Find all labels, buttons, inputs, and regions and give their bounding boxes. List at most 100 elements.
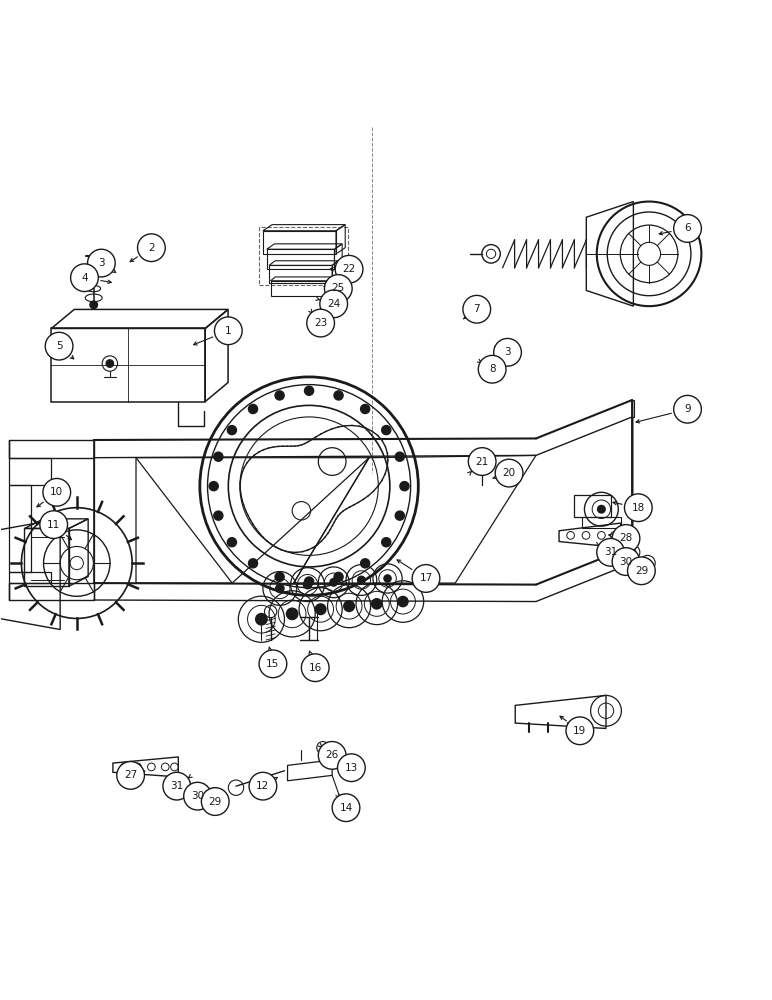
Text: 3: 3 <box>504 347 511 357</box>
Circle shape <box>334 391 344 400</box>
Circle shape <box>87 249 115 277</box>
Text: 31: 31 <box>170 781 184 791</box>
Circle shape <box>598 505 605 513</box>
Circle shape <box>214 452 223 461</box>
Circle shape <box>320 290 347 318</box>
Text: 3: 3 <box>98 258 105 268</box>
Circle shape <box>493 338 521 366</box>
Text: 13: 13 <box>345 763 358 773</box>
Circle shape <box>256 613 267 625</box>
Circle shape <box>315 604 326 615</box>
Circle shape <box>344 601 354 612</box>
Circle shape <box>286 608 298 620</box>
Circle shape <box>90 301 97 309</box>
Circle shape <box>597 538 625 566</box>
Circle shape <box>227 425 236 435</box>
Text: 26: 26 <box>326 750 339 760</box>
Circle shape <box>137 234 165 262</box>
Circle shape <box>40 511 67 538</box>
Text: 1: 1 <box>225 326 232 336</box>
Circle shape <box>612 548 640 575</box>
Circle shape <box>184 782 212 810</box>
Circle shape <box>106 360 113 367</box>
Circle shape <box>566 717 594 745</box>
Text: 29: 29 <box>208 797 222 807</box>
Circle shape <box>304 386 313 395</box>
Text: 23: 23 <box>314 318 327 328</box>
Text: 27: 27 <box>124 770 137 780</box>
Circle shape <box>398 596 408 607</box>
Text: 21: 21 <box>476 457 489 467</box>
Text: 11: 11 <box>47 520 60 530</box>
Text: 16: 16 <box>309 663 322 673</box>
Circle shape <box>384 575 391 582</box>
Circle shape <box>371 599 382 609</box>
Circle shape <box>612 525 640 552</box>
Circle shape <box>469 448 496 475</box>
Circle shape <box>259 650 286 678</box>
Circle shape <box>163 772 191 800</box>
Text: 31: 31 <box>604 547 618 557</box>
Circle shape <box>227 538 236 547</box>
Text: 12: 12 <box>256 781 269 791</box>
Circle shape <box>46 332 73 360</box>
Text: 25: 25 <box>332 283 345 293</box>
Circle shape <box>249 772 277 800</box>
Circle shape <box>70 264 98 292</box>
Circle shape <box>463 295 491 323</box>
Circle shape <box>306 309 334 337</box>
Circle shape <box>201 788 229 815</box>
Circle shape <box>276 584 284 593</box>
Circle shape <box>214 511 223 520</box>
Text: 14: 14 <box>340 803 353 813</box>
Circle shape <box>209 482 218 491</box>
Circle shape <box>249 559 258 568</box>
Circle shape <box>303 580 312 589</box>
Circle shape <box>357 576 365 584</box>
Circle shape <box>381 425 391 435</box>
Text: 28: 28 <box>619 533 632 543</box>
Circle shape <box>495 459 523 487</box>
Circle shape <box>674 395 702 423</box>
Circle shape <box>361 404 370 414</box>
Circle shape <box>674 215 702 242</box>
Circle shape <box>318 742 346 769</box>
Circle shape <box>334 572 344 581</box>
Circle shape <box>332 794 360 822</box>
Text: 17: 17 <box>419 573 432 583</box>
Circle shape <box>324 275 352 302</box>
Circle shape <box>395 511 405 520</box>
Text: 8: 8 <box>489 364 496 374</box>
Circle shape <box>400 482 409 491</box>
Text: 29: 29 <box>635 566 648 576</box>
Text: 15: 15 <box>266 659 279 669</box>
Text: 20: 20 <box>503 468 516 478</box>
Text: 9: 9 <box>684 404 691 414</box>
Circle shape <box>215 317 242 345</box>
Circle shape <box>335 255 363 283</box>
Circle shape <box>395 452 405 461</box>
Circle shape <box>361 559 370 568</box>
Circle shape <box>412 565 440 592</box>
Circle shape <box>628 557 655 585</box>
Circle shape <box>275 572 284 581</box>
Circle shape <box>330 578 337 586</box>
Circle shape <box>275 391 284 400</box>
Text: 6: 6 <box>684 223 691 233</box>
Circle shape <box>43 478 70 506</box>
Circle shape <box>381 538 391 547</box>
Text: 10: 10 <box>50 487 63 497</box>
Text: 2: 2 <box>148 243 154 253</box>
Circle shape <box>249 404 258 414</box>
Circle shape <box>301 654 329 682</box>
Text: 19: 19 <box>574 726 587 736</box>
Text: 7: 7 <box>473 304 480 314</box>
Text: 24: 24 <box>327 299 340 309</box>
Text: 30: 30 <box>191 791 204 801</box>
Circle shape <box>117 762 144 789</box>
Circle shape <box>625 494 652 522</box>
Text: 18: 18 <box>631 503 645 513</box>
Text: 4: 4 <box>81 273 88 283</box>
Circle shape <box>337 754 365 782</box>
Text: 5: 5 <box>56 341 63 351</box>
